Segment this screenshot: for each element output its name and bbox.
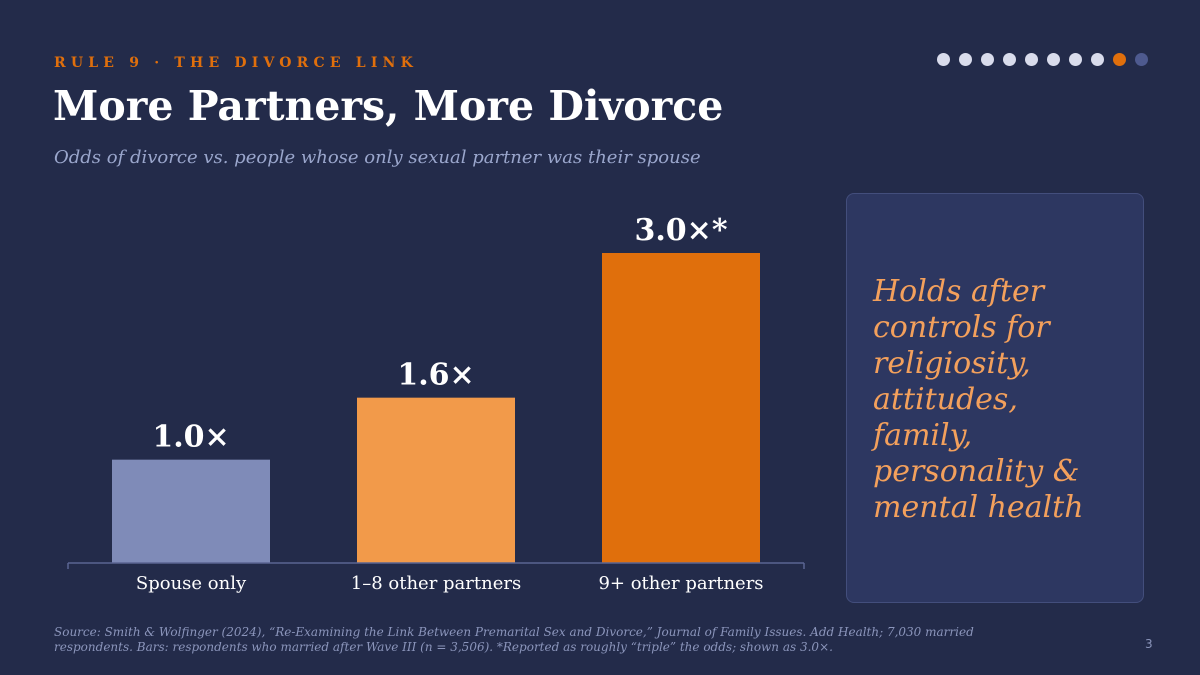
bar-value-label: 1.6× bbox=[397, 358, 474, 393]
progress-dot bbox=[959, 53, 972, 66]
callout-text: Holds after controls for religiosity, at… bbox=[873, 274, 1084, 525]
x-tick-label: 9+ other partners bbox=[598, 573, 763, 594]
bar-value-label: 1.0× bbox=[152, 420, 229, 455]
progress-dot bbox=[1047, 53, 1060, 66]
progress-dot bbox=[981, 53, 994, 66]
progress-dot bbox=[1069, 53, 1082, 66]
slide-title: More Partners, More Divorce bbox=[53, 82, 724, 130]
progress-dot bbox=[937, 53, 950, 66]
bar-chart: 1.0× Spouse only 1.6× 1–8 other partners 3.0… bbox=[67, 213, 805, 594]
callout-box: Holds after controls for religiosity, at… bbox=[846, 193, 1144, 603]
bar bbox=[602, 253, 760, 563]
page-number: 3 bbox=[1145, 637, 1153, 651]
slide-progress-dots bbox=[937, 53, 1148, 66]
bar-value-label: 3.0×* bbox=[634, 213, 727, 248]
bar bbox=[112, 459, 270, 563]
progress-dot bbox=[1091, 53, 1104, 66]
progress-dot bbox=[1025, 53, 1038, 66]
x-tick-label: Spouse only bbox=[136, 573, 247, 594]
x-tick-label: 1–8 other partners bbox=[351, 573, 521, 594]
source-footnote: Source: Smith & Wolfinger (2024), “Re-Ex… bbox=[54, 625, 974, 654]
progress-dot bbox=[1003, 53, 1016, 66]
progress-dot bbox=[1135, 53, 1148, 66]
section-kicker: RULE 9 · THE DIVORCE LINK bbox=[54, 55, 418, 71]
progress-dot-active bbox=[1113, 53, 1126, 66]
slide-subtitle: Odds of divorce vs. people whose only se… bbox=[54, 147, 701, 168]
bar bbox=[357, 397, 515, 563]
